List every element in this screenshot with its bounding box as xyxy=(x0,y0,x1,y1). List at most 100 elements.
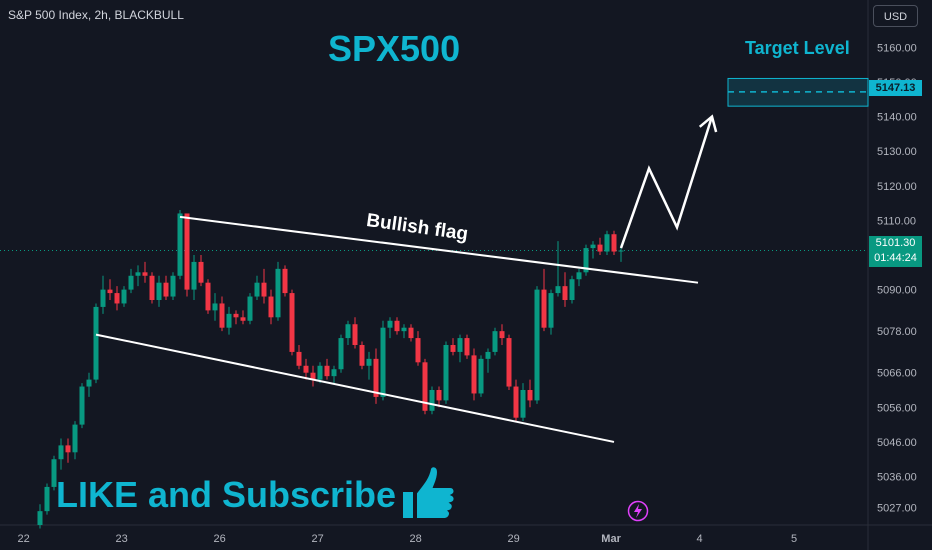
x-tick-label: 28 xyxy=(410,533,422,545)
candle-body xyxy=(436,390,442,401)
y-tick-label: 5130.00 xyxy=(877,146,917,158)
y-tick-label: 5046.00 xyxy=(877,437,917,449)
current-price: 5101.30 xyxy=(875,237,916,249)
candle-body xyxy=(499,331,505,339)
y-tick-label: 5140.00 xyxy=(877,112,917,124)
candle-body xyxy=(345,324,351,339)
candle-body xyxy=(394,320,400,332)
candle-body xyxy=(170,275,176,297)
y-tick-label: 5120.00 xyxy=(877,181,917,193)
candle-body xyxy=(590,244,596,249)
candle-body xyxy=(604,234,610,252)
candle-body xyxy=(65,445,71,453)
cta-text: LIKE and Subscribe xyxy=(56,474,397,515)
chart-title: SPX500 xyxy=(328,28,461,69)
candle-body xyxy=(79,386,85,425)
candle-body xyxy=(282,268,288,294)
candle-body xyxy=(296,351,302,366)
x-tick-label: 4 xyxy=(697,533,703,545)
lightning-icon[interactable] xyxy=(627,500,649,522)
candle-body xyxy=(317,365,323,380)
candle-body xyxy=(443,345,449,401)
x-tick-label: 5 xyxy=(791,533,797,545)
candle-body xyxy=(114,293,120,304)
candle-body xyxy=(513,386,519,418)
candle-body xyxy=(247,296,253,321)
candle-body xyxy=(177,213,183,276)
candle-body xyxy=(541,289,547,328)
countdown: 01:44:24 xyxy=(874,252,917,264)
candle-body xyxy=(51,459,57,487)
candle-body xyxy=(142,272,148,276)
x-tick-label: 22 xyxy=(18,533,30,545)
x-tick-label: Mar xyxy=(601,533,621,545)
candle-body xyxy=(107,289,113,294)
flag-lower-line xyxy=(95,333,615,443)
candle-body xyxy=(450,345,456,352)
y-tick-label: 5110.00 xyxy=(877,215,916,227)
candle-body xyxy=(597,244,603,252)
candle-body xyxy=(149,275,155,300)
candle-body xyxy=(212,303,218,311)
candle-body xyxy=(37,511,43,525)
candle-body xyxy=(359,345,365,366)
candle-body xyxy=(618,250,624,252)
candle-body xyxy=(275,268,281,318)
candle-body xyxy=(156,282,162,300)
candle-body xyxy=(121,289,127,304)
candle-body xyxy=(415,338,421,363)
candle-body xyxy=(226,313,232,328)
candle-body xyxy=(58,445,64,460)
candle-body xyxy=(534,289,540,401)
candle-body xyxy=(555,286,561,294)
x-tick-label: 27 xyxy=(312,533,324,545)
candle-body xyxy=(135,272,141,276)
candle-body xyxy=(548,293,554,328)
candle-body xyxy=(401,327,407,332)
candle-body xyxy=(324,365,330,377)
currency-button[interactable]: USD xyxy=(873,5,918,27)
candle-body xyxy=(233,313,239,318)
candle-body xyxy=(219,303,225,328)
y-tick-label: 5090.00 xyxy=(877,285,917,297)
candle-body xyxy=(366,358,372,366)
candle-body xyxy=(352,324,358,345)
candle-body xyxy=(268,296,274,318)
candle-body xyxy=(240,317,246,321)
candle-body xyxy=(93,306,99,380)
candle-body xyxy=(506,338,512,387)
candle-body xyxy=(471,355,477,394)
candle-body xyxy=(373,358,379,397)
candle-body xyxy=(485,351,491,359)
candle-body xyxy=(100,289,106,307)
candle-body xyxy=(205,282,211,311)
candle-body xyxy=(86,379,92,387)
candle-body xyxy=(422,362,428,411)
projection-arrowhead xyxy=(698,114,718,133)
candle-body xyxy=(184,213,190,290)
y-tick-label: 5027.00 xyxy=(877,503,917,515)
y-tick-label: 5160.00 xyxy=(877,42,917,54)
y-tick-label: 5036.00 xyxy=(877,472,917,484)
candle-body xyxy=(569,279,575,300)
x-tick-label: 26 xyxy=(214,533,226,545)
candle-body xyxy=(429,390,435,411)
candle-body xyxy=(198,261,204,283)
candle-body xyxy=(380,327,386,397)
candle-body xyxy=(338,338,344,370)
current-price-badge: 5101.30 01:44:24 xyxy=(869,236,922,267)
candle-body xyxy=(520,390,526,418)
candle-body xyxy=(457,338,463,352)
candle-body xyxy=(289,293,295,352)
candle-body xyxy=(191,261,197,290)
candle-body xyxy=(72,424,78,453)
y-tick-label: 5078.00 xyxy=(877,326,917,338)
y-tick-label: 5056.00 xyxy=(877,402,917,414)
candle-body xyxy=(44,486,50,512)
projection-path xyxy=(619,116,714,249)
candle-body xyxy=(576,272,582,280)
candle-body xyxy=(464,338,470,356)
candle-body xyxy=(310,372,316,380)
candle-body xyxy=(303,365,309,373)
